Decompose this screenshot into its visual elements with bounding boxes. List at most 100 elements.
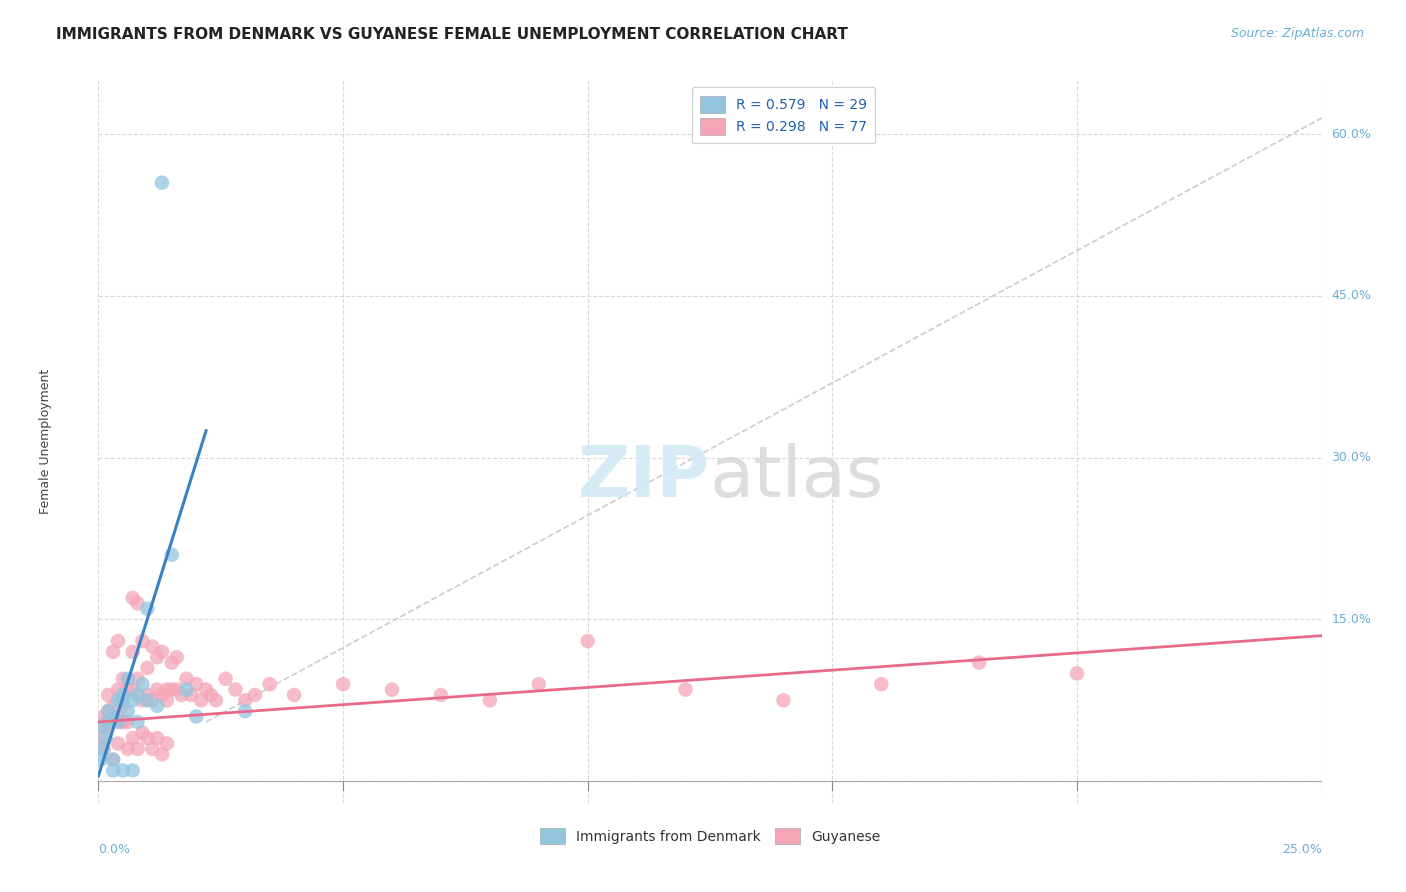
Point xyxy=(131,634,153,648)
Point xyxy=(141,693,163,707)
Point xyxy=(111,693,134,707)
Point xyxy=(166,650,188,665)
Point xyxy=(146,698,169,713)
Text: 45.0%: 45.0% xyxy=(1331,290,1371,302)
Point xyxy=(91,742,114,756)
Point xyxy=(156,737,179,751)
Point xyxy=(478,693,501,707)
Point xyxy=(166,682,188,697)
Text: 15.0%: 15.0% xyxy=(1331,613,1371,626)
Point xyxy=(233,693,256,707)
Point xyxy=(259,677,281,691)
Text: Female Unemployment: Female Unemployment xyxy=(39,369,52,514)
Point xyxy=(141,640,163,654)
Point xyxy=(117,672,139,686)
Point xyxy=(97,704,120,718)
Point xyxy=(150,645,173,659)
Text: 60.0%: 60.0% xyxy=(1331,128,1371,141)
Point xyxy=(283,688,305,702)
Point xyxy=(160,656,183,670)
Point xyxy=(967,656,990,670)
Point xyxy=(136,601,159,615)
Point xyxy=(101,709,124,723)
Point xyxy=(156,682,179,697)
Point xyxy=(121,764,143,778)
Point xyxy=(91,720,114,734)
Text: ZIP: ZIP xyxy=(578,443,710,512)
Point xyxy=(121,693,143,707)
Point xyxy=(1066,666,1088,681)
Point xyxy=(94,714,117,729)
Point xyxy=(127,714,149,729)
Point xyxy=(117,742,139,756)
Point xyxy=(381,682,404,697)
Point xyxy=(107,714,129,729)
Text: atlas: atlas xyxy=(710,443,884,512)
Point xyxy=(101,709,124,723)
Point xyxy=(91,709,114,723)
Point xyxy=(870,677,893,691)
Point xyxy=(205,693,228,707)
Point xyxy=(200,688,222,702)
Point xyxy=(107,682,129,697)
Point xyxy=(146,731,169,745)
Point xyxy=(90,753,112,767)
Legend: Immigrants from Denmark, Guyanese: Immigrants from Denmark, Guyanese xyxy=(534,822,886,850)
Point xyxy=(131,677,153,691)
Point xyxy=(117,682,139,697)
Point xyxy=(195,682,218,697)
Point xyxy=(97,688,120,702)
Point xyxy=(127,596,149,610)
Text: 30.0%: 30.0% xyxy=(1331,451,1371,464)
Point xyxy=(136,731,159,745)
Point xyxy=(136,688,159,702)
Point xyxy=(107,709,129,723)
Point xyxy=(214,672,236,686)
Point xyxy=(150,176,173,190)
Point xyxy=(131,693,153,707)
Point xyxy=(127,672,149,686)
Point xyxy=(772,693,794,707)
Point xyxy=(107,634,129,648)
Point xyxy=(121,645,143,659)
Point xyxy=(117,714,139,729)
Point xyxy=(224,682,246,697)
Point xyxy=(94,731,117,745)
Point xyxy=(160,682,183,697)
Point xyxy=(101,764,124,778)
Point xyxy=(91,720,114,734)
Point xyxy=(527,677,550,691)
Point xyxy=(233,704,256,718)
Point xyxy=(146,650,169,665)
Point xyxy=(90,731,112,745)
Point xyxy=(150,747,173,762)
Point xyxy=(101,753,124,767)
Point xyxy=(111,764,134,778)
Point xyxy=(186,709,208,723)
Point xyxy=(176,682,198,697)
Point xyxy=(127,688,149,702)
Point xyxy=(170,688,193,702)
Point xyxy=(180,688,202,702)
Point xyxy=(121,731,143,745)
Point xyxy=(91,742,114,756)
Point xyxy=(136,661,159,675)
Point xyxy=(97,704,120,718)
Point xyxy=(97,714,120,729)
Point xyxy=(117,704,139,718)
Point xyxy=(107,693,129,707)
Point xyxy=(97,720,120,734)
Point xyxy=(243,688,266,702)
Point xyxy=(111,714,134,729)
Point xyxy=(176,672,198,686)
Text: IMMIGRANTS FROM DENMARK VS GUYANESE FEMALE UNEMPLOYMENT CORRELATION CHART: IMMIGRANTS FROM DENMARK VS GUYANESE FEMA… xyxy=(56,27,848,42)
Point xyxy=(430,688,453,702)
Point xyxy=(101,645,124,659)
Point xyxy=(156,693,179,707)
Point xyxy=(101,698,124,713)
Point xyxy=(141,742,163,756)
Point xyxy=(150,688,173,702)
Point xyxy=(131,725,153,739)
Point xyxy=(121,591,143,605)
Point xyxy=(146,682,169,697)
